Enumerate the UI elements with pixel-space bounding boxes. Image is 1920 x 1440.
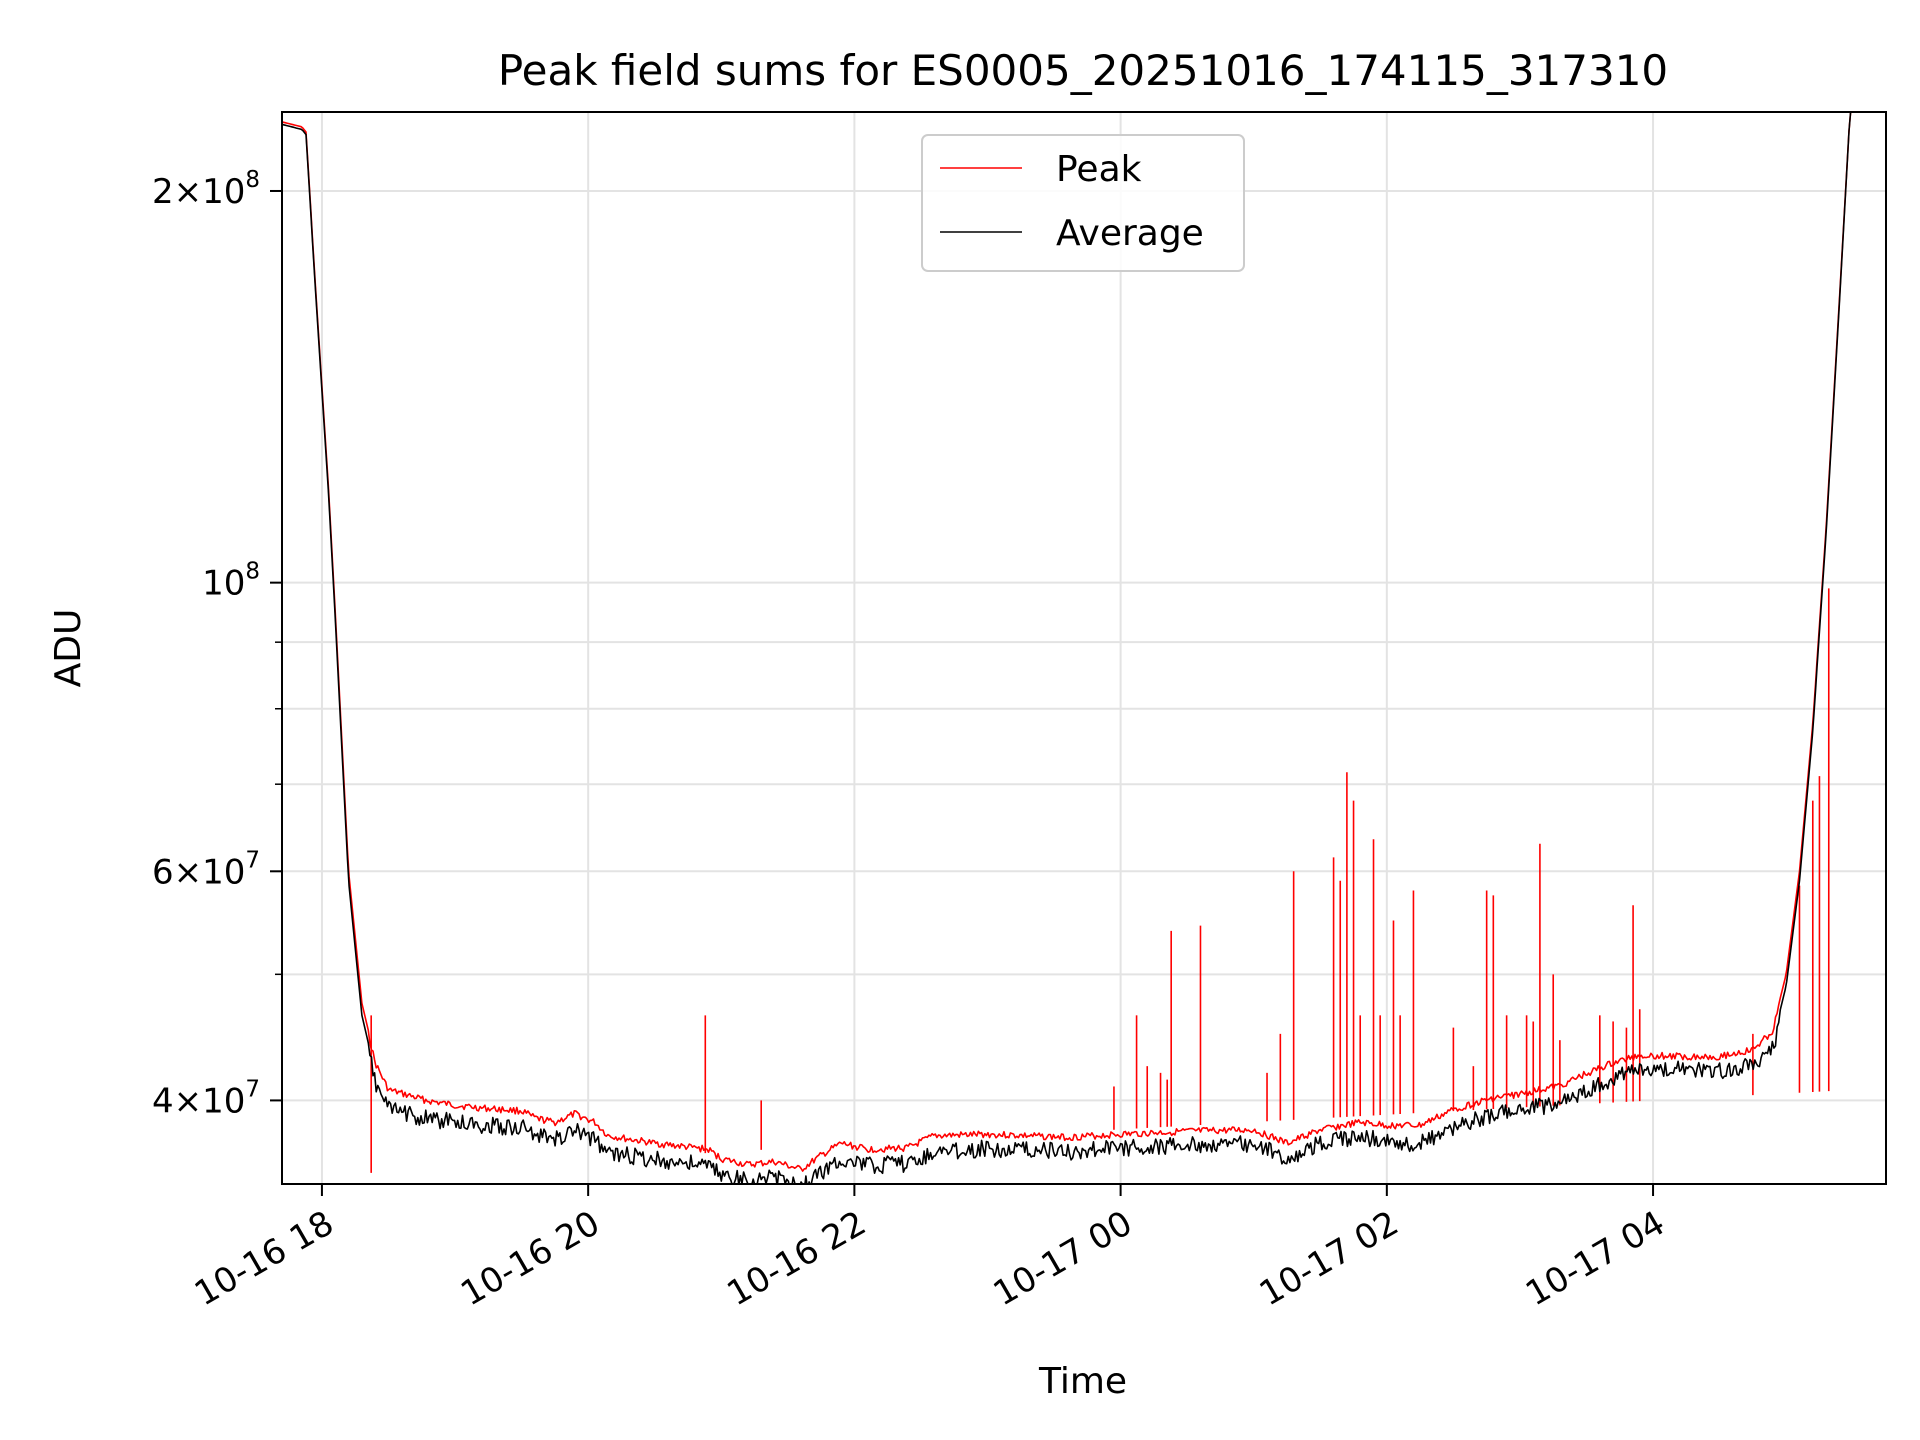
legend-label-average: Average <box>1056 213 1204 254</box>
legend-label-peak: Peak <box>1056 149 1142 190</box>
y-tick-label: 108 <box>202 559 260 604</box>
y-tick-label: 6×107 <box>152 847 260 892</box>
x-axis-label: Time <box>1038 1361 1127 1402</box>
y-axis-label: ADU <box>48 609 89 688</box>
y-tick-label: 2×108 <box>152 167 260 212</box>
y-axis: 4×107 6×107 108 2×108 <box>152 167 282 1121</box>
y-tick-label: 4×107 <box>152 1076 260 1121</box>
axes-frame <box>281 111 1887 1185</box>
plot-area <box>282 112 1886 1184</box>
chart-title: Peak field sums for ES0005_20251016_1741… <box>498 46 1668 95</box>
series-line-average <box>282 112 1886 1184</box>
legend-box <box>921 134 1245 272</box>
legend: Peak Average <box>921 134 1245 272</box>
series-line-peak <box>282 112 1886 1172</box>
series-layer <box>282 112 1886 1184</box>
